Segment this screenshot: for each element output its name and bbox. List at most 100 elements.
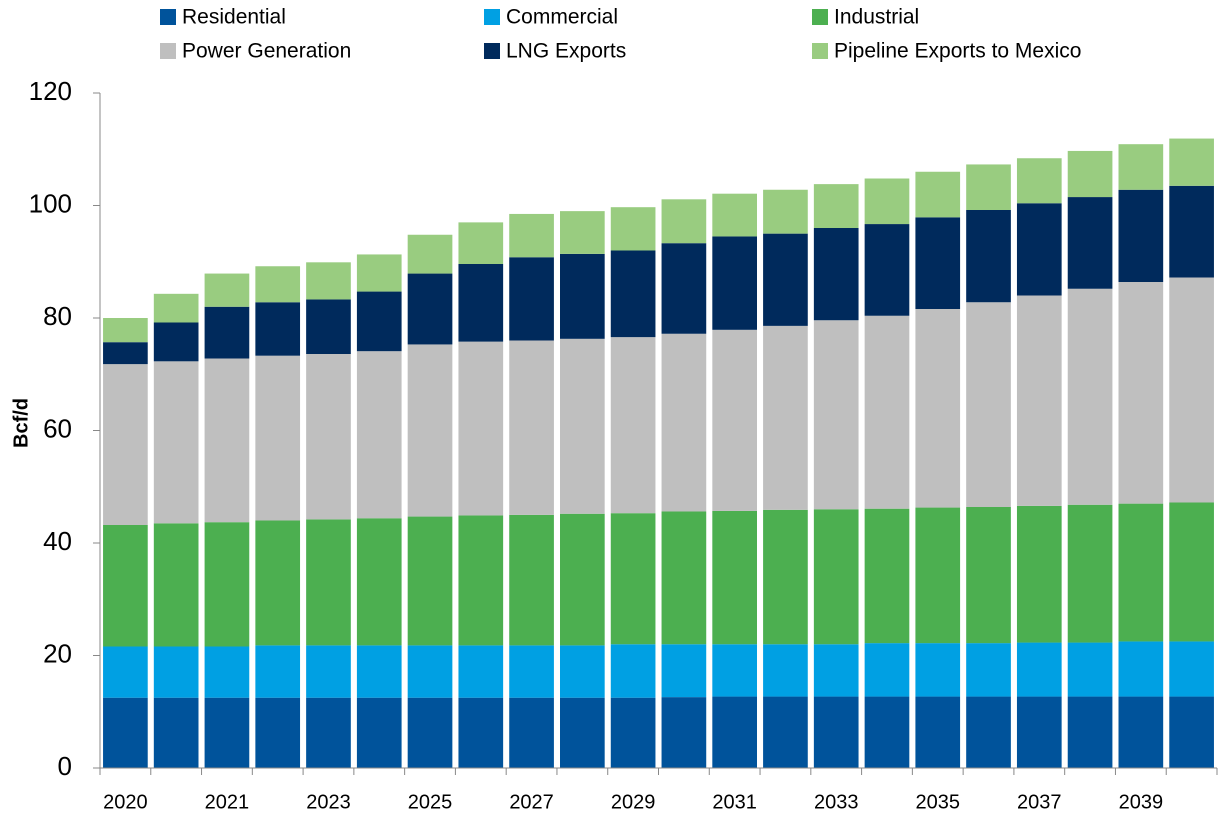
- bar-segment: [356, 697, 402, 768]
- y-tick-label: 100: [29, 188, 72, 218]
- bar-segment: [763, 233, 808, 326]
- legend-swatch: [812, 9, 828, 25]
- bar-segment: [864, 315, 910, 509]
- bar-segment: [864, 643, 910, 697]
- legend-label: LNG Exports: [506, 40, 626, 63]
- bar-segment: [1169, 502, 1214, 642]
- bar-segment: [610, 250, 656, 338]
- bar-segment: [1016, 642, 1062, 697]
- bar-segment: [712, 193, 757, 237]
- bar-segment: [610, 644, 656, 698]
- bar-segment: [204, 522, 250, 647]
- bar-segment: [966, 164, 1011, 210]
- bar-segment: [1067, 150, 1113, 198]
- bar-segment: [915, 643, 961, 697]
- bar-segment: [204, 646, 250, 698]
- bar-segment: [661, 511, 707, 645]
- bar-segment: [915, 309, 961, 508]
- bar-segment: [458, 697, 504, 768]
- bar-segment: [356, 351, 402, 519]
- x-tick-label: 2033: [814, 791, 859, 813]
- y-tick-label: 120: [29, 76, 72, 106]
- y-tick-label: 40: [43, 526, 72, 556]
- bar-segment: [712, 236, 757, 330]
- y-axis-label: Bcf/d: [10, 398, 32, 448]
- bar-segment: [407, 273, 453, 345]
- bar-segment: [255, 266, 301, 303]
- bar-segment: [1169, 185, 1214, 278]
- bar-segment: [661, 199, 707, 244]
- bar-segment: [103, 697, 148, 768]
- bar-segment: [763, 189, 808, 234]
- bar-segment: [560, 645, 605, 698]
- bar-segment: [1169, 277, 1214, 503]
- bar-segment: [153, 646, 199, 698]
- bar-segment: [1067, 197, 1113, 289]
- bar-segment: [763, 696, 808, 768]
- legend-label: Power Generation: [182, 40, 351, 63]
- bar-segment: [1118, 189, 1164, 282]
- bar-segment: [1067, 696, 1113, 768]
- bar-segment: [1118, 696, 1164, 768]
- bar-segment: [103, 318, 148, 343]
- bar-segment: [560, 253, 605, 339]
- bar-segment: [103, 342, 148, 365]
- bar-segment: [1118, 282, 1164, 504]
- legend-label: Commercial: [506, 6, 618, 29]
- bar-segment: [1016, 505, 1062, 643]
- x-tick-label: 2027: [509, 791, 554, 813]
- bar-segment: [966, 210, 1011, 303]
- bar-segment: [915, 696, 961, 768]
- bar-segment: [255, 697, 301, 768]
- bar-segment: [1016, 295, 1062, 506]
- bar-segment: [560, 211, 605, 254]
- y-tick-label: 0: [58, 751, 72, 781]
- bar-segment: [356, 645, 402, 698]
- bar-segment: [813, 184, 859, 228]
- bar-segment: [509, 340, 554, 515]
- bar-segment: [966, 302, 1011, 507]
- bar-segment: [864, 224, 910, 316]
- bar-segment: [661, 333, 707, 512]
- bar-segment: [610, 207, 656, 251]
- bar-segment: [661, 644, 707, 698]
- bar-segment: [103, 525, 148, 647]
- bar-segment: [356, 254, 402, 292]
- bar-segment: [306, 354, 351, 520]
- bar-segment: [153, 361, 199, 524]
- bar-segment: [1169, 138, 1214, 186]
- bar-segment: [356, 291, 402, 352]
- bar-segment: [204, 306, 250, 359]
- bar-segment: [661, 243, 707, 334]
- x-tick-label: 2037: [1017, 791, 1062, 813]
- bar-segment: [813, 644, 859, 697]
- bar-segment: [153, 322, 199, 362]
- bar-segment: [813, 696, 859, 768]
- bar-segment: [712, 510, 757, 645]
- bar-segment: [712, 329, 757, 511]
- bar-segment: [966, 696, 1011, 768]
- x-tick-label: 2020: [103, 791, 148, 813]
- y-tick-label: 20: [43, 638, 72, 668]
- y-tick-label: 80: [43, 301, 72, 331]
- bar-segment: [458, 515, 504, 646]
- bar-segment: [458, 341, 504, 516]
- bar-segment: [1169, 696, 1214, 768]
- bar-segment: [1118, 144, 1164, 190]
- bar-segment: [915, 217, 961, 309]
- x-tick-label: 2021: [205, 791, 250, 813]
- bar-segment: [255, 645, 301, 698]
- bar-segment: [306, 262, 351, 300]
- bar-segment: [813, 320, 859, 510]
- bar-segment: [712, 644, 757, 697]
- bar-segment: [864, 508, 910, 644]
- x-tick-label: 2029: [611, 791, 656, 813]
- bar-segment: [763, 644, 808, 697]
- legend-swatch: [812, 43, 828, 59]
- bar-segment: [458, 645, 504, 698]
- bar-segment: [1016, 158, 1062, 204]
- bar-segment: [356, 518, 402, 646]
- x-tick-label: 2023: [306, 791, 351, 813]
- bar-segment: [204, 358, 250, 523]
